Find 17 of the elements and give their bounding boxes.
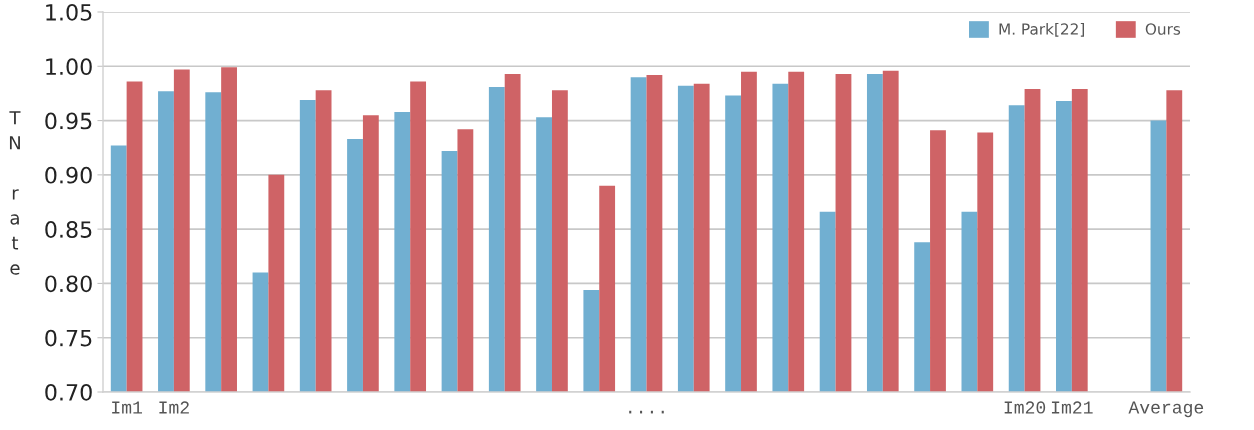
x-tick-label: Im1 bbox=[112, 401, 143, 414]
y-tick-label: 1.05 bbox=[46, 3, 92, 21]
x-tick-label: .... bbox=[629, 410, 664, 414]
y-tick-label: 0.90 bbox=[45, 166, 92, 184]
y-tick-label: 0.70 bbox=[45, 383, 92, 401]
legend-label: M. Park[22] bbox=[999, 23, 1084, 37]
y-tick-label: 0.95 bbox=[45, 112, 92, 130]
y-tick-label: 0.85 bbox=[45, 221, 92, 238]
x-tick-label: Im20 bbox=[1004, 401, 1046, 414]
x-tick-label: Im2 bbox=[159, 401, 189, 414]
y-tick-label: 0.75 bbox=[45, 329, 92, 347]
x-tick-label: Im21 bbox=[1051, 401, 1093, 414]
x-tick-label: Average bbox=[1128, 401, 1204, 418]
text: TN rate bbox=[9, 111, 21, 275]
legend-label: Ours bbox=[1145, 23, 1181, 35]
y-tick-label: 1.00 bbox=[46, 58, 92, 76]
y-tick-label: 0.80 bbox=[45, 275, 92, 293]
